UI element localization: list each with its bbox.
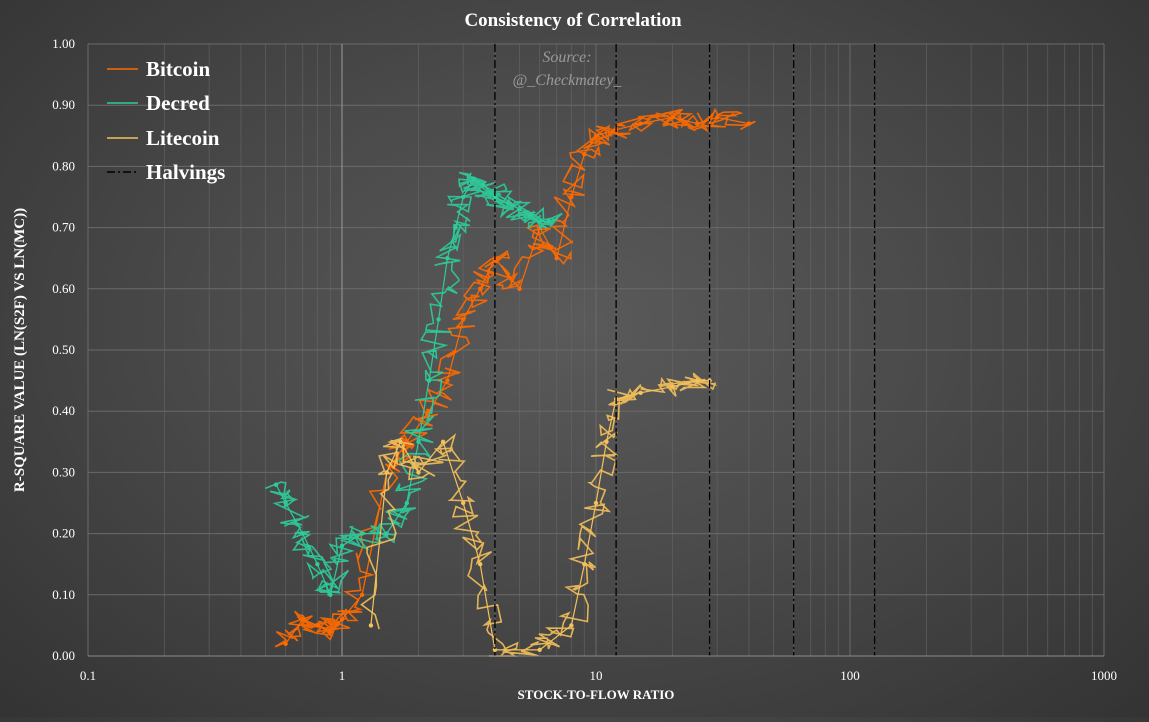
data-point	[436, 317, 441, 322]
y-tick-label: 0.60	[52, 281, 75, 296]
source-line-1: Source:	[542, 49, 591, 66]
y-axis-label: R-SQUARE VALUE (LN(S2F) VS LN(MC))	[12, 208, 28, 492]
data-point	[384, 531, 389, 536]
data-point	[453, 225, 458, 230]
data-point	[300, 617, 305, 622]
data-point	[315, 623, 320, 628]
y-tick-label: 0.00	[52, 648, 75, 663]
data-point	[537, 647, 542, 653]
series-bitcoin	[274, 107, 756, 648]
legend-label-halvings: Halvings	[146, 160, 225, 184]
data-point	[339, 543, 345, 549]
series-line	[285, 116, 750, 645]
data-point	[569, 623, 574, 628]
data-point	[670, 384, 675, 389]
data-point	[714, 115, 720, 120]
data-point	[694, 121, 700, 126]
data-point	[328, 592, 333, 597]
data-point	[339, 617, 345, 622]
source-line-2: @_Checkmatey_	[513, 72, 623, 89]
legend-label-bitcoin: Bitcoin	[146, 57, 210, 81]
data-point	[517, 286, 522, 291]
data-point	[492, 194, 498, 200]
legend-label-decred: Decred	[146, 91, 210, 115]
y-tick-label: 0.50	[52, 342, 75, 357]
data-point	[416, 439, 421, 444]
data-point	[694, 378, 700, 383]
data-point	[460, 194, 466, 200]
data-point	[471, 176, 476, 181]
data-point	[315, 562, 320, 567]
data-point	[546, 219, 551, 224]
data-point	[477, 286, 483, 291]
data-point	[416, 470, 421, 475]
data-point	[638, 121, 643, 126]
halving-layer	[494, 44, 876, 656]
y-tick-label: 0.30	[52, 464, 75, 479]
data-point	[569, 194, 574, 200]
x-tick-label: 0.1	[80, 668, 96, 683]
legend-label-litecoin: Litecoin	[146, 126, 220, 150]
data-point	[404, 500, 410, 506]
source-annotation: Source: @_Checkmatey_	[513, 49, 623, 89]
data-point	[582, 151, 587, 157]
data-point	[359, 592, 365, 597]
y-tick-label: 0.40	[52, 403, 75, 418]
series-trace	[274, 107, 756, 648]
data-point	[426, 378, 432, 383]
data-point	[593, 133, 599, 138]
data-point	[505, 200, 511, 206]
x-axis-label: STOCK-TO-FLOW RATIO	[518, 687, 675, 702]
data-point	[460, 317, 466, 322]
data-point	[398, 439, 403, 444]
grid-layer	[87, 43, 1105, 657]
data-point	[554, 256, 559, 261]
data-point	[670, 115, 675, 120]
y-tick-label: 0.10	[52, 587, 75, 602]
y-tick-label: 1.00	[52, 36, 75, 51]
data-point	[460, 500, 466, 506]
data-point	[638, 390, 643, 396]
series-litecoin	[360, 372, 718, 657]
series-trace	[360, 372, 718, 657]
data-point	[517, 207, 522, 212]
y-tick-label: 0.70	[52, 220, 75, 235]
data-point	[537, 219, 542, 224]
data-point	[593, 500, 599, 506]
data-point	[582, 562, 587, 567]
data-point	[283, 500, 288, 506]
data-point	[384, 470, 389, 475]
data-point	[300, 531, 305, 536]
data-point	[746, 121, 752, 126]
data-point	[328, 629, 333, 634]
axis-layer: 0.00 0.10 0.20 0.30 0.40 0.50 0.60 0.70 0.80 0.90…	[52, 36, 1117, 683]
y-tick-label: 0.80	[52, 158, 75, 173]
data-point	[527, 213, 533, 218]
x-tick-label: 1000	[1091, 668, 1117, 683]
series-decred	[264, 171, 563, 597]
x-tick-label: 100	[840, 668, 860, 683]
series-layer	[264, 107, 756, 657]
data-point	[477, 562, 483, 567]
x-tick-label: 10	[590, 668, 603, 683]
data-point	[481, 182, 486, 187]
y-tick-label: 0.20	[52, 526, 75, 541]
data-point	[604, 439, 609, 444]
x-tick-label: 1	[339, 668, 346, 683]
y-tick-label: 0.90	[52, 97, 75, 112]
data-point	[273, 482, 279, 487]
data-point	[445, 256, 450, 261]
legend: Bitcoin Decred Litecoin Halvings	[107, 57, 225, 184]
data-point	[283, 641, 288, 646]
data-point	[445, 378, 450, 383]
series-trace	[264, 171, 563, 597]
data-point	[368, 623, 374, 628]
chart-title: Consistency of Correlation	[464, 10, 682, 31]
data-point	[359, 531, 365, 536]
data-point	[440, 439, 446, 444]
data-point	[492, 647, 498, 653]
